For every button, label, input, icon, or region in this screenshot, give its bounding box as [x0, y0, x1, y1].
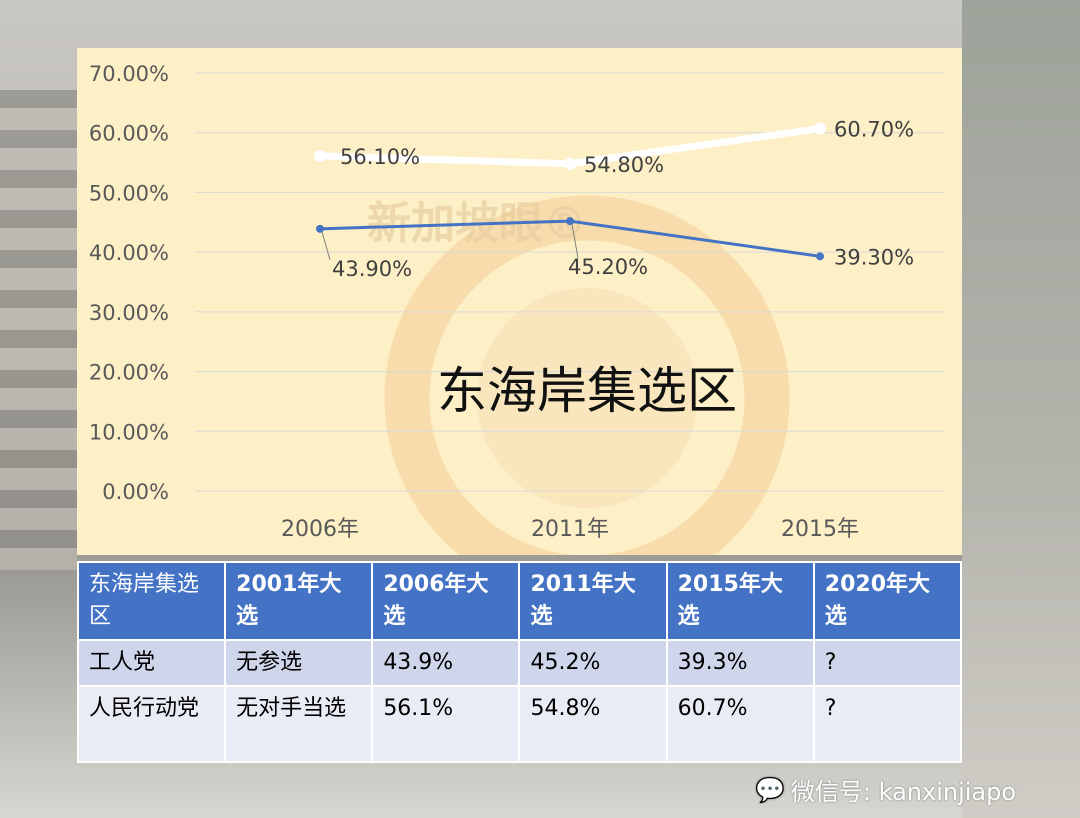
data-label: 54.80%	[584, 153, 664, 177]
data-point	[316, 224, 324, 233]
data-point	[566, 217, 574, 226]
y-tick-label: 40.00%	[89, 241, 169, 265]
y-tick-label: 0.00%	[102, 480, 169, 504]
table-header-cell: 2015年大选	[665, 561, 815, 641]
background-photo-left	[0, 90, 77, 570]
data-point	[314, 150, 326, 163]
wechat-icon: 💬	[755, 775, 785, 804]
watermark-logo-center	[477, 288, 697, 508]
table-cell: ?	[812, 685, 963, 763]
line-chart: 新加坡眼®0.00%10.00%20.00%30.00%40.00%50.00%…	[89, 62, 945, 555]
x-tick-label: 2011年	[531, 517, 609, 542]
table-header-cell: 2020年大选	[812, 561, 963, 641]
data-label: 39.30%	[834, 245, 914, 269]
table-cell: 54.8%	[518, 685, 668, 763]
table-row: 人民行动党 无对手当选 56.1% 54.8% 60.7%?	[76, 685, 963, 763]
data-label: 43.90%	[332, 257, 412, 281]
y-tick-label: 70.00%	[89, 62, 169, 86]
y-tick-label: 10.00%	[89, 420, 169, 444]
y-tick-label: 20.00%	[89, 361, 169, 385]
watermark-logo-ring	[384, 195, 790, 555]
chart-title: 东海岸集选区	[437, 362, 737, 420]
x-tick-label: 2006年	[281, 517, 359, 542]
x-tick-label: 2015年	[781, 517, 859, 542]
table-cell: 56.1%	[371, 685, 521, 763]
wechat-id: 微信号: kanxinjiapo	[790, 778, 1017, 806]
table-cell: 60.7%	[665, 685, 815, 763]
background-photo-right	[962, 0, 1080, 818]
results-table: 东海岸集选区 2001年大选 2006年大选 2011年大选 2015年大选 2020年大…	[76, 561, 963, 763]
data-label: 45.20%	[568, 255, 648, 279]
y-tick-label: 60.00%	[89, 122, 169, 146]
table-row: 工人党 无参选 43.9% 45.2% 39.3%?	[76, 639, 963, 687]
y-tick-label: 50.00%	[89, 181, 169, 205]
table-cell: 39.3%	[665, 639, 815, 687]
data-point	[564, 157, 576, 170]
data-point	[816, 252, 824, 261]
table-header-cell: 2006年大选	[371, 561, 521, 641]
table-cell: 人民行动党	[76, 685, 227, 763]
data-label: 56.10%	[340, 145, 420, 169]
data-label: 60.70%	[834, 118, 914, 142]
table-cell: 45.2%	[518, 639, 668, 687]
wechat-watermark: 💬 微信号: kanxinjiapo	[755, 772, 1016, 807]
table-cell: 43.9%	[371, 639, 521, 687]
table-header-cell: 2011年大选	[518, 561, 668, 641]
table-cell: 无对手当选	[224, 685, 374, 763]
leader-line	[571, 224, 579, 259]
leader-line	[321, 231, 331, 260]
y-tick-label: 30.00%	[89, 301, 169, 325]
table-header-cell: 2001年大选	[224, 561, 374, 641]
table-cell: 工人党	[76, 639, 227, 687]
data-point	[814, 122, 826, 135]
chart-panel: 新加坡眼® 0.00% 10.00% 20.00% 30.00% 40.00% 50.00%…	[77, 48, 962, 555]
table-cell: 无参选	[224, 639, 374, 687]
table-cell: ?	[812, 639, 963, 687]
table-header-cell: 东海岸集选区	[76, 561, 227, 641]
